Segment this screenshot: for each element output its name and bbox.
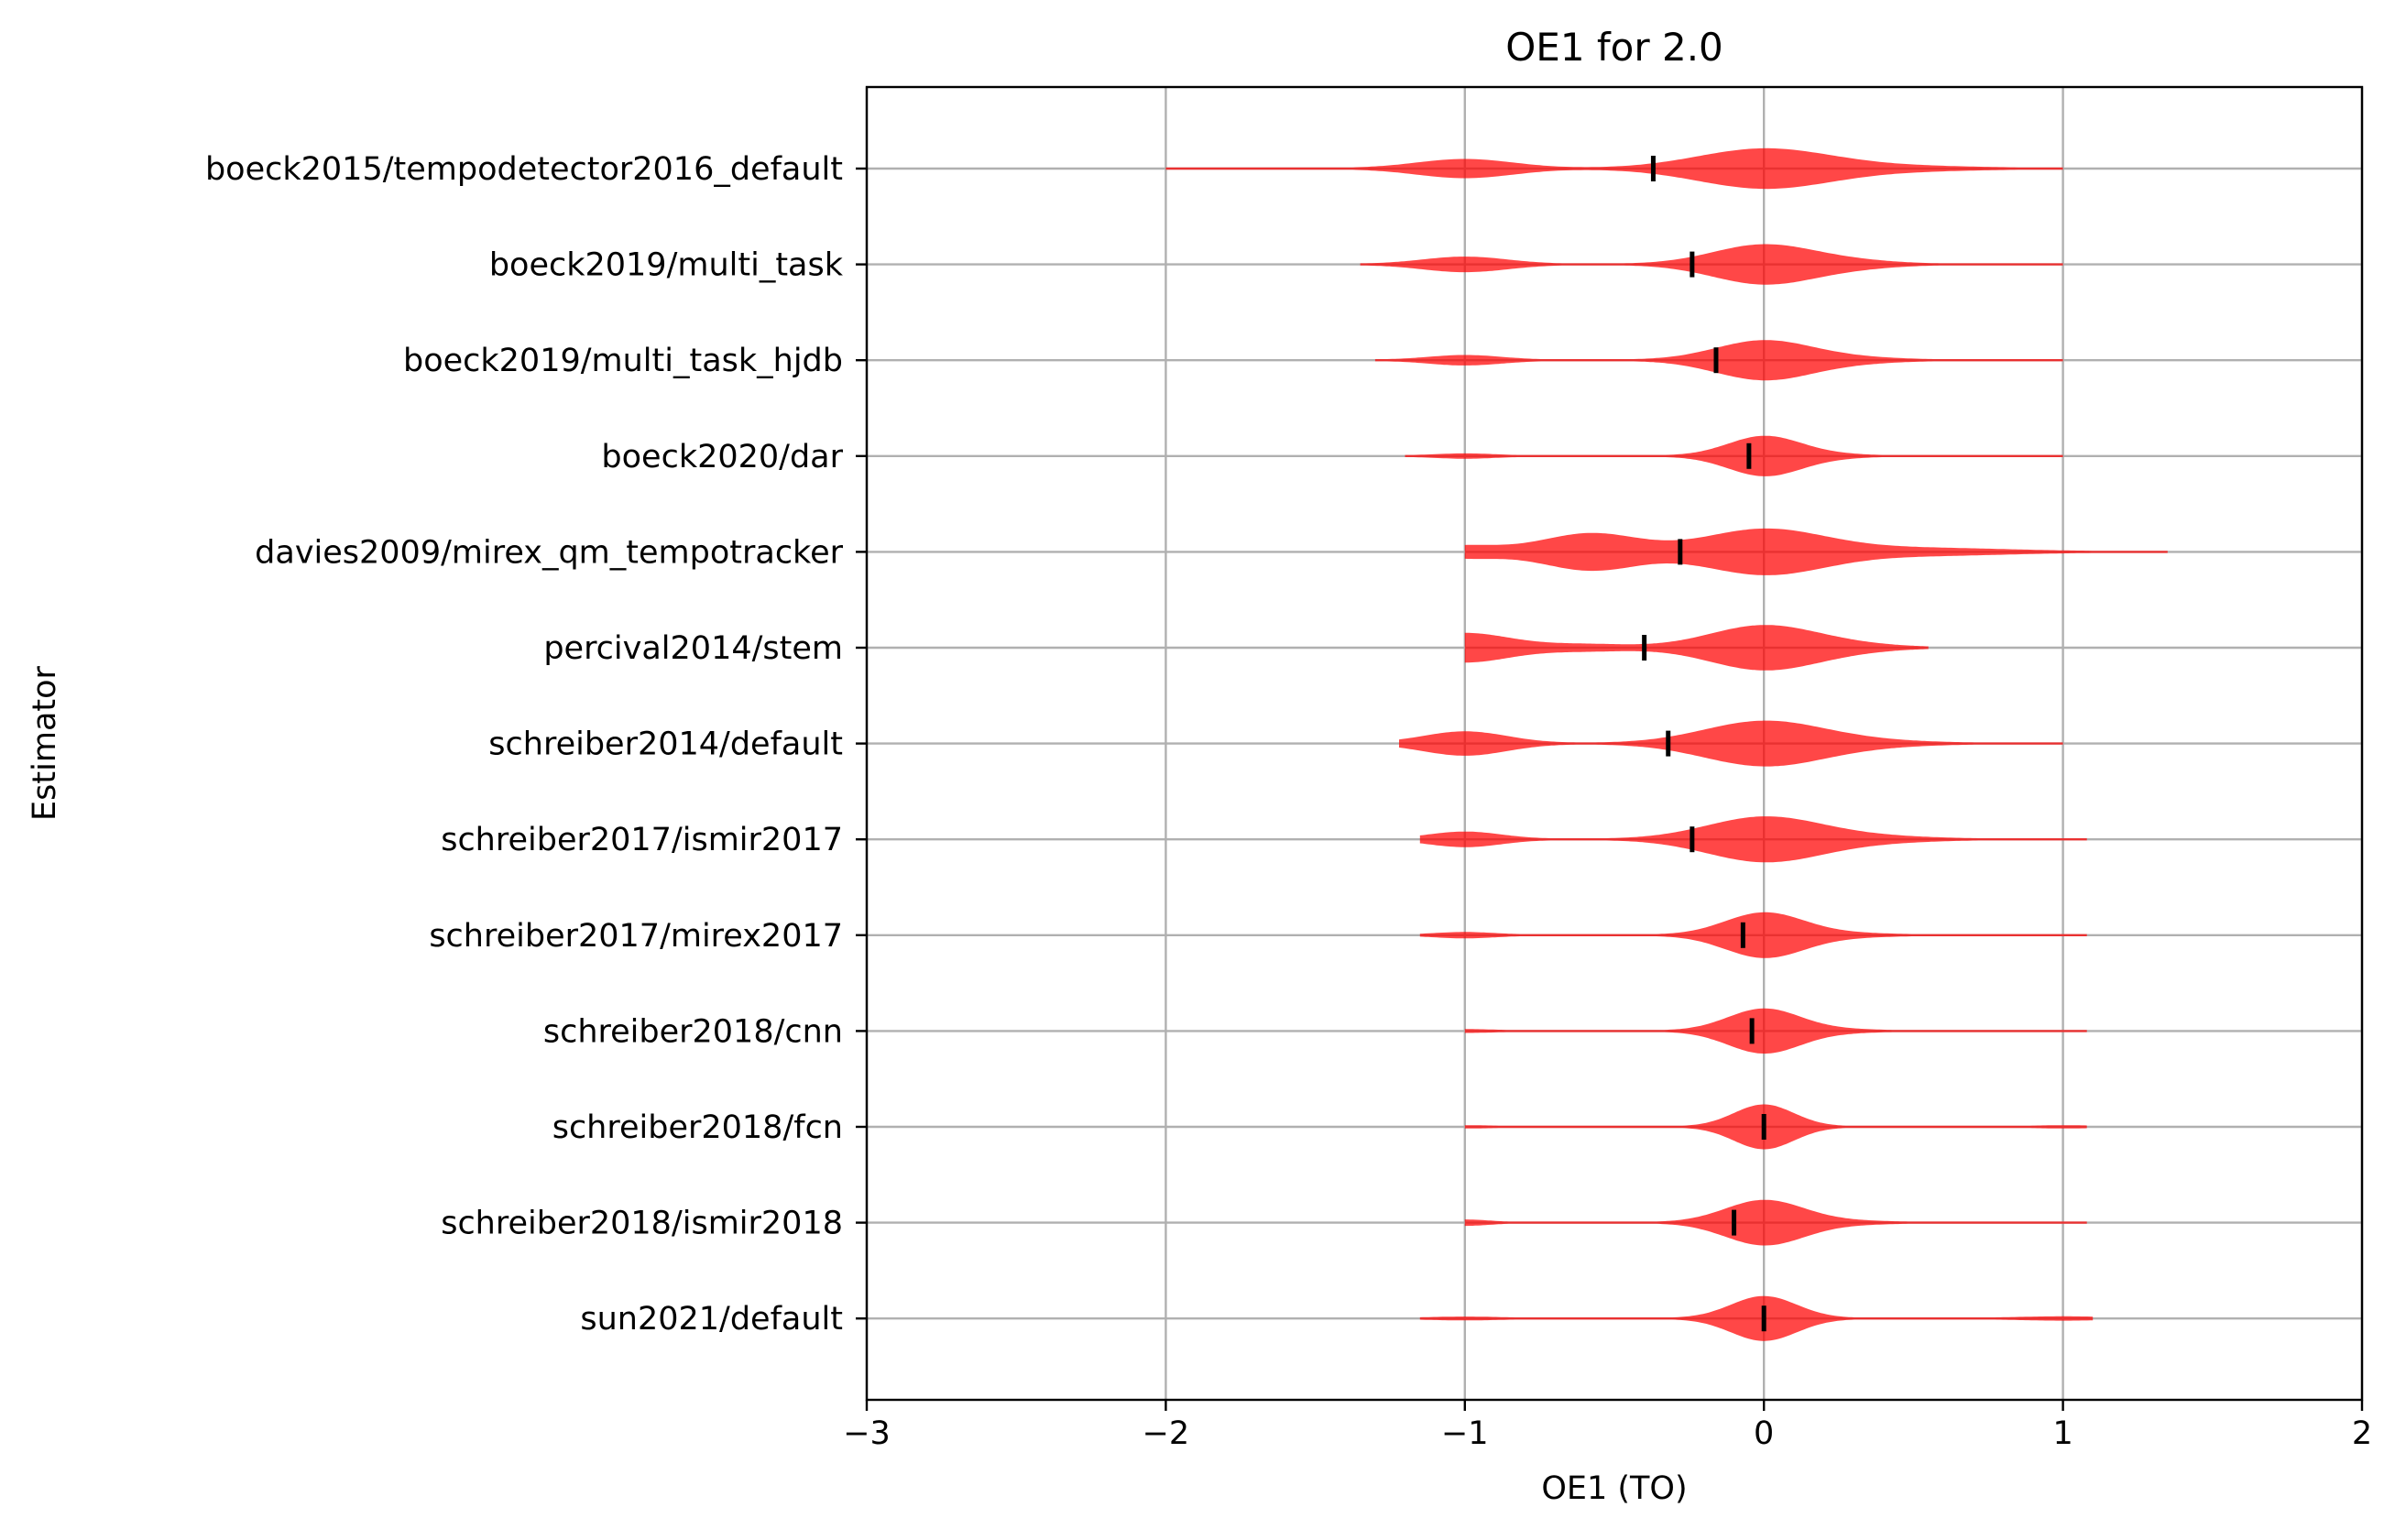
violin-davies2009-mirex-qm-tempotracker bbox=[1464, 528, 2168, 575]
y-tick-label: percival2014/stem bbox=[543, 630, 843, 667]
x-tick-label: 2 bbox=[2352, 1415, 2372, 1452]
x-tick-label: −3 bbox=[843, 1415, 891, 1452]
x-axis-label: OE1 (TO) bbox=[1541, 1470, 1687, 1507]
y-tick-label: davies2009/mirex_qm_tempotracker bbox=[255, 534, 843, 571]
violin-schreiber2018-cnn bbox=[1464, 1008, 2087, 1054]
violin-boeck2015-tempodetector2016-default bbox=[1165, 147, 2063, 190]
violin-schreiber2014-default bbox=[1399, 720, 2063, 767]
y-tick-label: schreiber2017/mirex2017 bbox=[429, 918, 843, 955]
violin-percival2014-stem bbox=[1464, 625, 1929, 671]
y-tick-label: schreiber2018/fcn bbox=[552, 1109, 843, 1146]
x-tick-label: −2 bbox=[1143, 1415, 1190, 1452]
y-tick-label: boeck2019/multi_task bbox=[489, 247, 844, 284]
y-tick-label: schreiber2018/ismir2018 bbox=[441, 1206, 843, 1242]
x-axis-ticks: −3 −2 −1 0 1 2 bbox=[843, 1400, 2372, 1452]
y-axis-ticks: boeck2015/tempodetector2016_defaultboeck… bbox=[205, 151, 867, 1338]
violins bbox=[1165, 147, 2168, 1341]
violin-schreiber2017-mirex2017 bbox=[1419, 912, 2087, 958]
y-tick-label: schreiber2018/cnn bbox=[543, 1013, 843, 1050]
x-tick-label: 0 bbox=[1754, 1415, 1774, 1452]
violin-boeck2019-multi-task bbox=[1360, 244, 2063, 285]
violin-schreiber2018-ismir2018 bbox=[1464, 1199, 2087, 1246]
y-tick-label: boeck2020/dar bbox=[601, 439, 843, 475]
x-tick-label: 1 bbox=[2052, 1415, 2072, 1452]
violin-boeck2019-multi-task-hjdb bbox=[1374, 340, 2063, 381]
violin-sun2021-default bbox=[1419, 1295, 2094, 1341]
y-tick-label: boeck2015/tempodetector2016_default bbox=[205, 151, 843, 188]
median-marks bbox=[1642, 156, 1766, 1332]
violin-boeck2020-dar bbox=[1405, 435, 2063, 476]
violin-schreiber2018-fcn bbox=[1464, 1104, 2087, 1150]
y-tick-label: boeck2019/multi_task_hjdb bbox=[403, 343, 843, 379]
y-tick-label: schreiber2017/ismir2017 bbox=[441, 822, 843, 858]
x-tick-label: −1 bbox=[1441, 1415, 1489, 1452]
chart-title: OE1 for 2.0 bbox=[1505, 25, 1723, 70]
y-tick-label: schreiber2014/default bbox=[488, 726, 843, 763]
y-axis-label: Estimator bbox=[27, 665, 63, 820]
y-tick-label: sun2021/default bbox=[580, 1301, 843, 1338]
violin-schreiber2017-ismir2017 bbox=[1419, 816, 2087, 863]
